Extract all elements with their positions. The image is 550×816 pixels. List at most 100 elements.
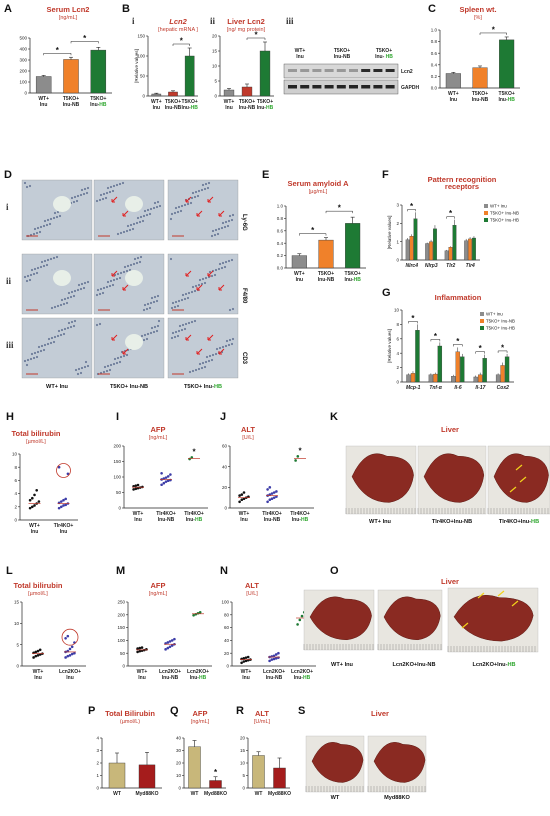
legend-label: T5KO+ Inu-NB (490, 211, 519, 216)
nucleus (184, 322, 188, 326)
panel-Bii-heading: Liver Lcn2[ng/ mg protein] (227, 17, 266, 33)
nucleus (69, 325, 73, 329)
data-point (242, 660, 246, 663)
panel-label-O: O (330, 565, 339, 577)
vessel (53, 196, 71, 212)
data-point (166, 646, 170, 650)
data-point (36, 649, 40, 653)
arrow-icon (185, 196, 192, 203)
nucleus (118, 276, 122, 280)
data-point (64, 497, 67, 501)
legend-label: WT+ Inu (486, 312, 503, 317)
blot-lane-label-line1: WT+ (295, 48, 306, 54)
nucleus (207, 359, 211, 363)
nucleus (146, 208, 150, 212)
panel-P-heading: Total Bilirubin(µmol/L) (105, 709, 155, 725)
nucleus (156, 324, 160, 328)
significance-bracket (70, 41, 99, 44)
arrow-icon (111, 334, 118, 341)
blot-band (324, 85, 334, 89)
nucleus (132, 222, 136, 226)
nucleus (193, 195, 197, 199)
nucleus (186, 202, 190, 206)
nucleus (187, 321, 191, 325)
ytick-label: 150 (113, 459, 121, 464)
nucleus (215, 347, 219, 351)
panel-I-heading: AFP[ng/mL] (149, 425, 168, 441)
nucleus (208, 270, 212, 274)
nucleus (49, 257, 53, 261)
ytick-label: 4 (14, 491, 17, 496)
nucleus (174, 330, 178, 334)
x-category-line1: WT (113, 791, 121, 797)
nucleus (83, 365, 87, 369)
chart-P: 0 1 2 3 4 WT Myd88KO (96, 736, 162, 797)
nucleus (33, 351, 37, 355)
nucleus (126, 224, 130, 228)
panel-label-P: P (88, 705, 95, 717)
x-category-line1: WT+ (448, 91, 459, 97)
x-category-line1: WT+ (224, 99, 235, 105)
histology-row-roman: i (6, 202, 9, 212)
data-point (28, 506, 32, 510)
nucleus (29, 273, 33, 277)
nucleus (99, 287, 103, 291)
bar (410, 373, 416, 383)
panel-label-D: D (4, 169, 12, 181)
nucleus (116, 356, 120, 360)
x-category-line1: Myd88KO (135, 791, 158, 797)
ytick-label: 30 (176, 748, 182, 753)
nucleus (210, 358, 214, 362)
ytick-label: 0 (142, 94, 145, 99)
bar (460, 356, 465, 383)
arrow-icon (477, 592, 485, 599)
nucleus (119, 271, 123, 275)
panel-P-heading-title: Total Bilirubin (105, 709, 155, 718)
nucleus (70, 196, 74, 200)
nucleus (46, 258, 50, 262)
data-point (34, 654, 38, 658)
ytick-label: 40 (222, 464, 228, 469)
ytick-label: 5 (242, 773, 245, 778)
arrow-icon (111, 196, 118, 203)
ytick-label: 0 (224, 506, 227, 511)
significance-star: * (56, 46, 60, 55)
bar (252, 755, 265, 789)
x-category-line1: T5KO+ (472, 91, 488, 97)
nucleus (145, 307, 149, 311)
ytick-label: 200 (19, 69, 27, 74)
nucleus (153, 295, 157, 299)
chart-A: 0100200300400500WT+InuT5KO+Inu-NBT5KO+In… (19, 34, 112, 108)
nucleus (45, 223, 49, 227)
nucleus (158, 204, 162, 208)
x-category-line2: Inu-HB (190, 675, 207, 681)
bar (259, 50, 271, 97)
nucleus (48, 222, 52, 226)
nucleus (43, 259, 47, 263)
x-category-line1: Tlr4KO+ (156, 511, 176, 517)
nucleus (63, 297, 67, 301)
nucleus (183, 297, 187, 301)
data-point (32, 656, 35, 659)
nucleus (135, 261, 139, 265)
data-point (275, 490, 278, 493)
blot-band (361, 69, 371, 72)
bar (209, 780, 222, 789)
nucleus (118, 182, 122, 186)
nucleus (25, 185, 29, 189)
nucleus (115, 183, 119, 187)
ytick-label: 0 (396, 380, 399, 385)
data-point (64, 636, 67, 640)
nucleus (67, 291, 71, 295)
nucleus (223, 225, 227, 229)
data-point (37, 500, 41, 503)
nucleus (72, 200, 76, 204)
data-point (270, 492, 274, 495)
data-point (28, 498, 32, 502)
nucleus (26, 274, 30, 278)
panel-L-heading-title: Total bilirubin (13, 581, 62, 590)
data-point (136, 647, 139, 650)
nucleus (67, 321, 71, 325)
nucleus (211, 229, 215, 233)
